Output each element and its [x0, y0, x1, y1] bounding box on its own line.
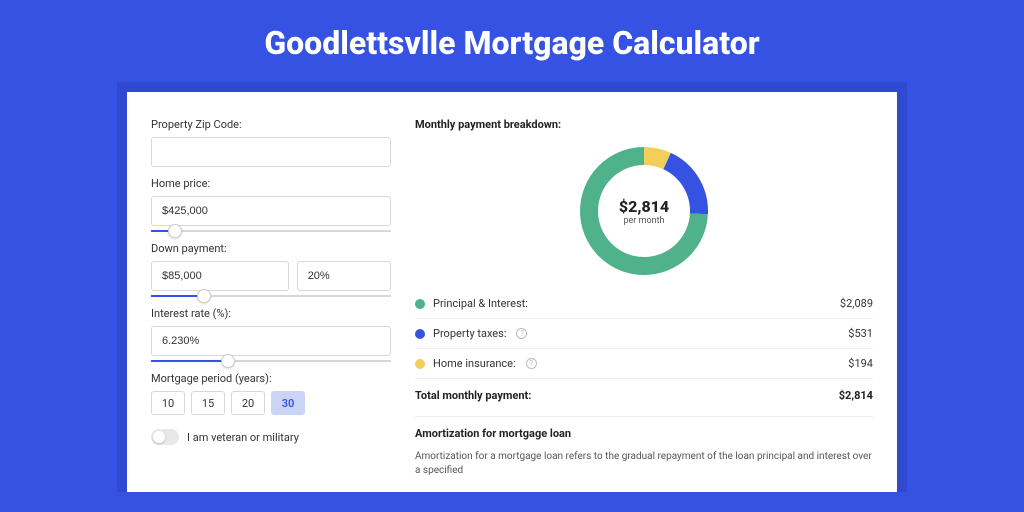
zip-input[interactable] [151, 137, 391, 167]
down-slider-thumb[interactable] [197, 289, 211, 303]
down-pct-input[interactable] [297, 261, 391, 291]
donut-container: $2,814 per month [415, 139, 873, 289]
rate-slider-thumb[interactable] [221, 354, 235, 368]
legend-label-property_taxes: Property taxes: [433, 327, 506, 340]
period-button-10[interactable]: 10 [151, 391, 185, 415]
breakdown-title: Monthly payment breakdown: [415, 118, 873, 131]
donut-total-amount: $2,814 [619, 197, 669, 216]
period-button-group: 10152030 [151, 391, 391, 415]
payment-donut-chart: $2,814 per month [580, 147, 708, 275]
amortization-text: Amortization for a mortgage loan refers … [415, 450, 873, 478]
rate-label: Interest rate (%): [151, 307, 391, 320]
legend-label-principal_interest: Principal & Interest: [433, 297, 528, 310]
total-value: $2,814 [839, 389, 873, 402]
veteran-toggle[interactable] [151, 429, 179, 445]
input-column: Property Zip Code: Home price: Down paym… [151, 118, 391, 492]
zip-label: Property Zip Code: [151, 118, 391, 131]
donut-per-month: per month [623, 216, 664, 226]
info-icon[interactable]: ? [516, 328, 527, 339]
total-label: Total monthly payment: [415, 389, 531, 402]
breakdown-legend: Principal & Interest: $2,089 Property taxe… [415, 289, 873, 378]
rate-input[interactable] [151, 326, 391, 356]
legend-row-principal_interest: Principal & Interest: $2,089 [415, 289, 873, 318]
veteran-label: I am veteran or military [187, 431, 299, 444]
legend-value-principal_interest: $2,089 [840, 297, 873, 310]
calculator-panel: Property Zip Code: Home price: Down paym… [127, 92, 897, 492]
divider [415, 416, 873, 417]
period-label: Mortgage period (years): [151, 372, 391, 385]
period-button-20[interactable]: 20 [231, 391, 265, 415]
down-amount-input[interactable] [151, 261, 289, 291]
legend-label-home_insurance: Home insurance: [433, 357, 516, 370]
legend-value-property_taxes: $531 [848, 327, 873, 340]
amortization-title: Amortization for mortgage loan [415, 427, 873, 440]
legend-dot-property_taxes [415, 329, 425, 339]
period-button-15[interactable]: 15 [191, 391, 225, 415]
down-slider[interactable] [151, 295, 391, 297]
legend-row-home_insurance: Home insurance:? $194 [415, 349, 873, 378]
veteran-toggle-knob [153, 431, 165, 443]
legend-dot-principal_interest [415, 299, 425, 309]
price-slider[interactable] [151, 230, 391, 232]
down-label: Down payment: [151, 242, 391, 255]
legend-dot-home_insurance [415, 359, 425, 369]
rate-slider[interactable] [151, 360, 391, 362]
legend-row-property_taxes: Property taxes:? $531 [415, 319, 873, 348]
panel-shadow: Property Zip Code: Home price: Down paym… [117, 82, 907, 492]
breakdown-column: Monthly payment breakdown: $2,814 per mo… [415, 118, 873, 492]
period-button-30[interactable]: 30 [271, 391, 305, 415]
price-label: Home price: [151, 177, 391, 190]
info-icon[interactable]: ? [526, 358, 537, 369]
price-slider-thumb[interactable] [168, 224, 182, 238]
page-title: Goodlettsvlle Mortgage Calculator [0, 0, 1024, 82]
legend-value-home_insurance: $194 [848, 357, 873, 370]
price-input[interactable] [151, 196, 391, 226]
